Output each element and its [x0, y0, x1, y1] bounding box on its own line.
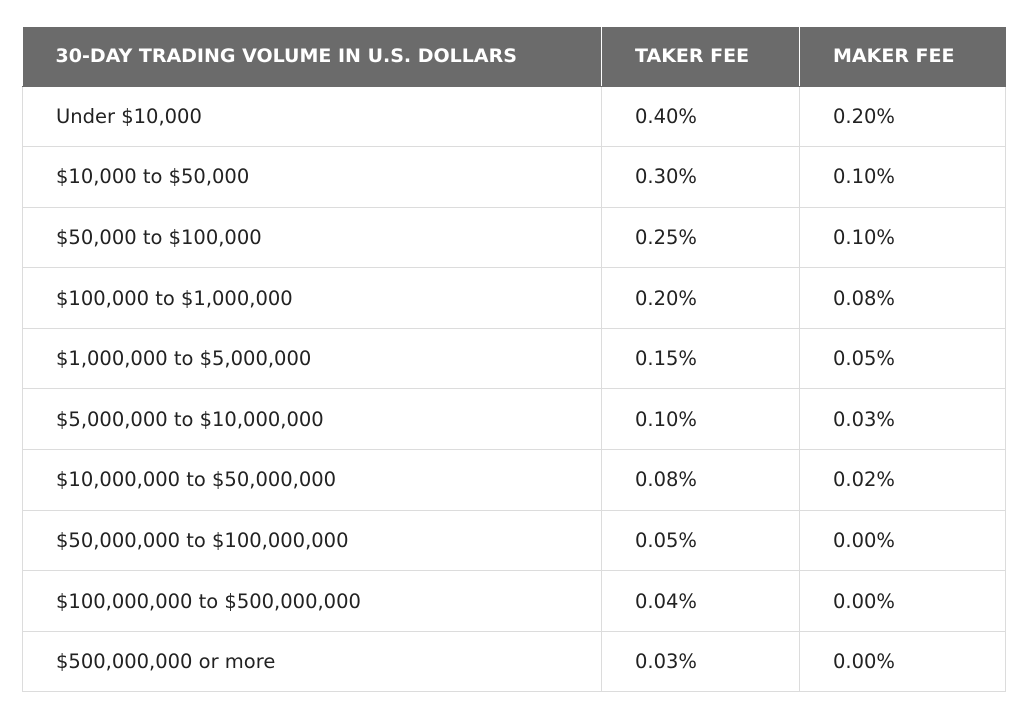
table-row: $50,000 to $100,000 0.25% 0.10%	[22, 206, 1006, 269]
cell-taker-fee: 0.08%	[601, 449, 800, 511]
cell-volume: $1,000,000 to $5,000,000	[22, 327, 602, 390]
header-row: 30-DAY TRADING VOLUME IN U.S. DOLLARS TA…	[22, 27, 1006, 87]
cell-maker-fee: 0.00%	[799, 509, 1006, 572]
cell-volume: Under $10,000	[22, 85, 602, 148]
cell-maker-fee: 0.00%	[799, 570, 1006, 632]
cell-volume: $10,000,000 to $50,000,000	[22, 449, 602, 511]
cell-maker-fee: 0.05%	[799, 327, 1006, 390]
table-row: $5,000,000 to $10,000,000 0.10% 0.03%	[22, 388, 1006, 451]
cell-taker-fee: 0.40%	[601, 85, 800, 148]
cell-taker-fee: 0.03%	[601, 630, 800, 693]
header-maker-fee: MAKER FEE	[799, 27, 1006, 87]
table-row: Under $10,000 0.40% 0.20%	[22, 85, 1006, 148]
table-header: 30-DAY TRADING VOLUME IN U.S. DOLLARS TA…	[22, 27, 1006, 87]
table-row: $10,000 to $50,000 0.30% 0.10%	[22, 146, 1006, 208]
cell-taker-fee: 0.15%	[601, 327, 800, 390]
table-row: $1,000,000 to $5,000,000 0.15% 0.05%	[22, 327, 1006, 390]
table-row: $100,000 to $1,000,000 0.20% 0.08%	[22, 267, 1006, 329]
cell-volume: $100,000,000 to $500,000,000	[22, 570, 602, 632]
table-body: Under $10,000 0.40% 0.20% $10,000 to $50…	[22, 85, 1006, 693]
cell-maker-fee: 0.08%	[799, 267, 1006, 329]
table-row: $100,000,000 to $500,000,000 0.04% 0.00%	[22, 570, 1006, 632]
cell-taker-fee: 0.04%	[601, 570, 800, 632]
header-taker-fee: TAKER FEE	[601, 27, 800, 87]
cell-taker-fee: 0.10%	[601, 388, 800, 451]
cell-volume: $5,000,000 to $10,000,000	[22, 388, 602, 451]
table-row: $50,000,000 to $100,000,000 0.05% 0.00%	[22, 509, 1006, 572]
cell-volume: $100,000 to $1,000,000	[22, 267, 602, 329]
header-volume: 30-DAY TRADING VOLUME IN U.S. DOLLARS	[22, 27, 602, 87]
fee-schedule-table: 30-DAY TRADING VOLUME IN U.S. DOLLARS TA…	[22, 27, 1006, 693]
cell-volume: $50,000,000 to $100,000,000	[22, 509, 602, 572]
cell-maker-fee: 0.10%	[799, 206, 1006, 269]
cell-taker-fee: 0.05%	[601, 509, 800, 572]
cell-taker-fee: 0.25%	[601, 206, 800, 269]
cell-volume: $50,000 to $100,000	[22, 206, 602, 269]
cell-maker-fee: 0.03%	[799, 388, 1006, 451]
cell-taker-fee: 0.30%	[601, 146, 800, 208]
cell-volume: $10,000 to $50,000	[22, 146, 602, 208]
cell-maker-fee: 0.10%	[799, 146, 1006, 208]
cell-maker-fee: 0.02%	[799, 449, 1006, 511]
cell-volume: $500,000,000 or more	[22, 630, 602, 693]
cell-taker-fee: 0.20%	[601, 267, 800, 329]
table-row: $10,000,000 to $50,000,000 0.08% 0.02%	[22, 449, 1006, 511]
table-row: $500,000,000 or more 0.03% 0.00%	[22, 630, 1006, 693]
cell-maker-fee: 0.20%	[799, 85, 1006, 148]
cell-maker-fee: 0.00%	[799, 630, 1006, 693]
